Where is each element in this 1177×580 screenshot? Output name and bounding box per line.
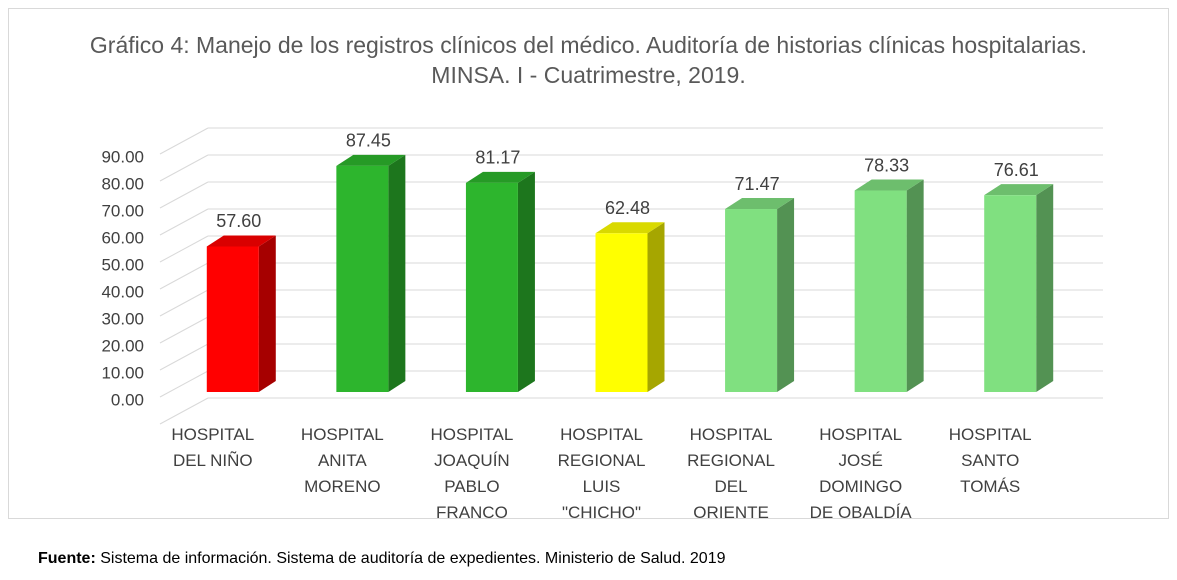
- bar-side: [517, 171, 535, 392]
- y-tick-label: 60.00: [101, 228, 144, 247]
- chart-title: Gráfico 4: Manejo de los registros clíni…: [89, 32, 1088, 88]
- value-label: 76.61: [994, 160, 1039, 180]
- bar-top: [336, 154, 406, 166]
- x-tick-label: HOSPITAL REGIONAL DEL ORIENTE: [687, 425, 775, 522]
- y-tick-label: 70.00: [101, 201, 144, 220]
- chart-border: [8, 8, 1169, 519]
- value-label: 62.48: [605, 198, 650, 218]
- grid-line-depth: [159, 181, 209, 209]
- value-label: 78.33: [864, 155, 909, 175]
- grid-line-depth: [159, 262, 209, 290]
- grid-line-depth: [159, 370, 209, 398]
- source-note: Fuente: Sistema de información. Sistema …: [38, 550, 725, 568]
- x-tick-label: HOSPITAL JOAQUÍN PABLO FRANCO: [430, 425, 514, 522]
- x-tick-label: HOSPITAL SANTO TOMÁS: [948, 425, 1032, 496]
- bar-top: [206, 235, 276, 247]
- y-tick-label: 80.00: [101, 174, 144, 193]
- bar: [206, 246, 259, 392]
- y-tick-label: 90.00: [101, 147, 144, 166]
- grid-line-top-depth: [159, 127, 209, 155]
- bar: [854, 190, 907, 392]
- bar-side: [258, 235, 276, 392]
- grid-line-depth: [159, 289, 209, 317]
- y-tick-label: 30.00: [101, 309, 144, 328]
- bar: [336, 165, 389, 392]
- y-tick-label: 20.00: [101, 336, 144, 355]
- y-tick-label: 40.00: [101, 282, 144, 301]
- x-tick-label: HOSPITAL REGIONAL LUIS "CHICHO": [557, 425, 646, 522]
- value-label: 87.45: [346, 131, 391, 151]
- x-tick-label: HOSPITAL JOSÉ DOMINGO DE OBALDÍA: [809, 425, 912, 522]
- bar-top: [465, 171, 535, 183]
- x-tick-label: HOSPITAL ANITA MORENO: [300, 425, 384, 496]
- bar-side: [1036, 184, 1054, 392]
- y-tick-label: 50.00: [101, 255, 144, 274]
- bar: [984, 195, 1037, 392]
- grid-line-depth: [159, 343, 209, 371]
- bar-top: [725, 198, 795, 210]
- bar-side: [906, 179, 924, 392]
- bar-side: [388, 154, 406, 392]
- bar-top: [984, 184, 1054, 196]
- y-tick-label: 0.00: [111, 390, 144, 409]
- bar-side: [647, 222, 665, 392]
- grid-line-depth: [159, 154, 209, 182]
- value-label: 57.60: [216, 211, 261, 231]
- grid-line-depth: [159, 235, 209, 263]
- value-label: 81.17: [475, 148, 520, 168]
- grid-line-depth: [159, 397, 209, 425]
- bar-top: [854, 179, 924, 191]
- source-text: Sistema de información. Sistema de audit…: [100, 550, 726, 567]
- value-label: 71.47: [735, 174, 780, 194]
- bar: [465, 182, 518, 392]
- bar: [595, 233, 648, 392]
- grid-line-depth: [159, 208, 209, 236]
- bar-side: [777, 198, 795, 392]
- y-tick-label: 10.00: [101, 363, 144, 382]
- x-tick-label: HOSPITAL DEL NIÑO: [171, 425, 255, 470]
- grid-line-depth: [159, 316, 209, 344]
- source-label: Fuente:: [38, 550, 96, 567]
- bar-top: [595, 222, 665, 234]
- bar: [725, 209, 778, 392]
